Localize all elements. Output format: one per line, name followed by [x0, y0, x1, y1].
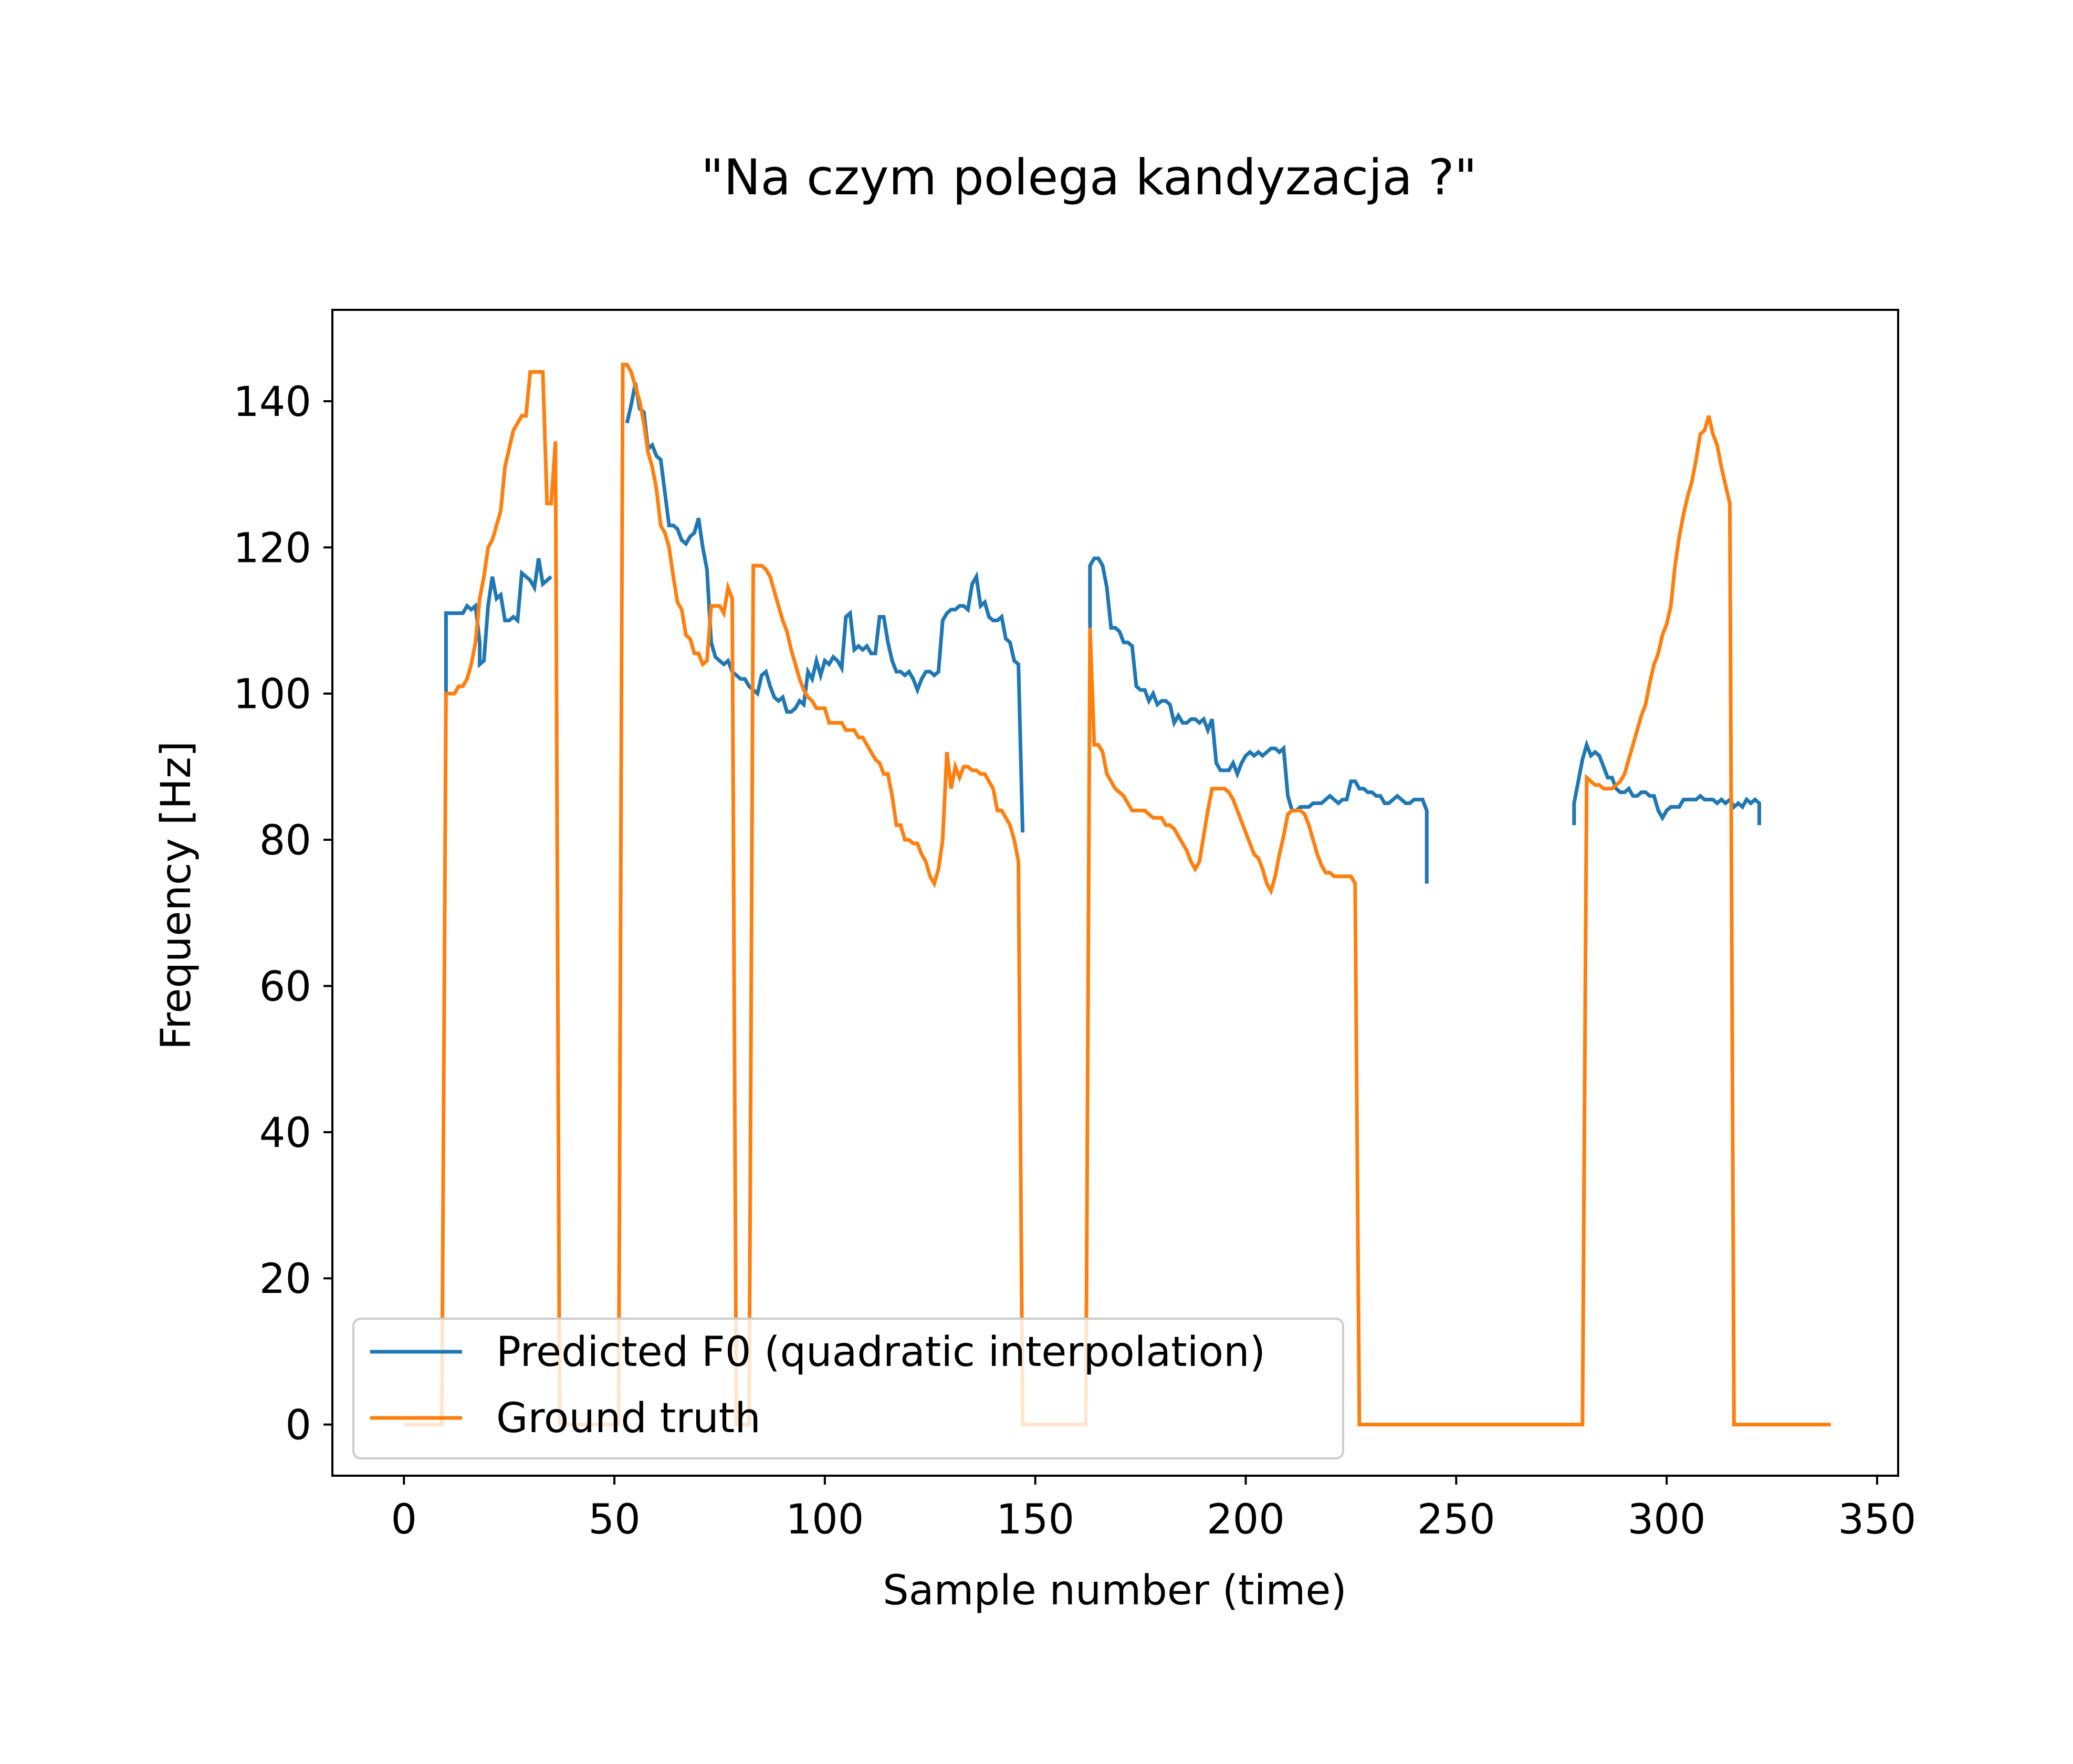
axes: 0 50 100 150 200 250 300 350 0 20 40 60 80 100 120 140: [233, 309, 1916, 1543]
axes-frame: [331, 309, 1899, 1477]
y-tick-label-1: 20: [259, 1256, 311, 1303]
legend: Predicted F0 (quadratic interpolation) G…: [352, 1318, 1344, 1459]
x-tick-label-5: 250: [1417, 1496, 1495, 1543]
y-tick-label-3: 60: [259, 963, 311, 1010]
series-line-0-segment-0: [444, 558, 553, 694]
x-tick-label-2: 100: [786, 1496, 864, 1543]
series-line-0-segment-1: [625, 382, 1025, 833]
x-tick-label-7: 350: [1838, 1496, 1916, 1543]
x-tick-label-1: 50: [588, 1496, 640, 1543]
legend-label-ground-truth: Ground truth: [496, 1395, 761, 1442]
y-tick-label-7: 140: [233, 379, 311, 426]
y-tick-label-5: 100: [233, 671, 311, 718]
x-tick-label-6: 300: [1628, 1496, 1706, 1543]
y-axis-label: Frequency [Hz]: [153, 741, 200, 1050]
plot-area: [404, 362, 1831, 1427]
x-tick-label-4: 200: [1207, 1496, 1285, 1543]
y-tick-label-2: 40: [259, 1110, 311, 1157]
y-tick-label-4: 80: [259, 817, 311, 864]
y-tick-label-0: 0: [285, 1402, 311, 1449]
series-line-0-segment-2: [1088, 556, 1429, 884]
x-tick-label-0: 0: [391, 1496, 417, 1543]
legend-label-predicted: Predicted F0 (quadratic interpolation): [496, 1329, 1265, 1376]
x-axis-label: Sample number (time): [883, 1567, 1347, 1614]
series-line-1-segment-0: [404, 362, 1831, 1427]
x-tick-label-3: 150: [996, 1496, 1074, 1543]
y-tick-label-6: 120: [233, 525, 311, 572]
chart-title: "Na czym polega kandyzacja ?": [701, 149, 1477, 206]
legend-box: [352, 1318, 1344, 1459]
